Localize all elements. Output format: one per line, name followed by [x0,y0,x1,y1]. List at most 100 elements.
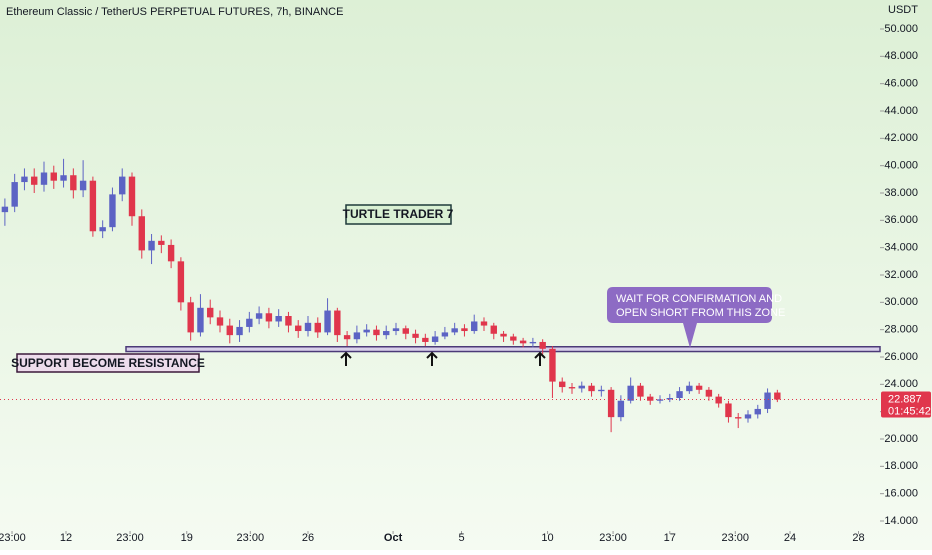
x-tick-label: 5 [458,532,464,544]
annotation-box [16,353,200,373]
candle-body [138,216,145,251]
y-tick-label: 24.000 [884,378,918,390]
x-tick-label: 28 [852,532,864,544]
candle-body [60,175,67,181]
x-tick-label: Oct [384,532,403,544]
arrows [340,351,546,366]
candle-body [295,325,302,332]
candle-body [99,227,106,232]
candle-body [216,317,224,326]
candle-body [431,336,439,342]
y-tick-label: 46.000 [884,78,918,90]
candle-body [40,172,48,185]
candle-body [246,318,253,327]
candle-body [500,333,507,337]
annotation: SUPPORT BECOME RESISTANCE [11,356,205,370]
candle-body [676,391,683,398]
candle-body [627,385,634,401]
candle-body [207,307,214,318]
candle-body [197,307,204,333]
x-tick-label: 23:00 [599,532,627,544]
x-tick-label: 26 [302,532,314,544]
candle-body [422,337,429,342]
candle-body [187,302,194,333]
callout [607,287,772,348]
countdown: 01:45:42 [888,405,931,417]
candle-body [363,329,370,333]
candle-body [578,385,585,389]
candle-body [519,340,527,344]
x-tick-label: 17 [664,532,676,544]
last-price-label: 22.887 [888,393,922,405]
arrow [534,351,546,366]
y-tick-label: 28.000 [884,324,918,336]
candle-body [79,180,87,191]
candle-body [314,322,321,333]
y-tick-label: 38.000 [884,187,918,199]
y-tick-label: 20.000 [884,433,918,445]
candle-body [392,328,400,332]
candle-body [441,332,449,337]
candle-body [304,322,312,332]
x-tick-label: 23:00 [722,532,750,544]
candle-body [774,392,781,400]
y-axis-label: USDT [888,4,918,16]
y-tick-label: 32.000 [884,269,918,281]
x-tick-label: 12 [60,532,72,544]
candle-body [725,403,732,418]
candle-body [559,381,566,388]
x-tick-label: 19 [181,532,193,544]
annotation-box [345,204,452,225]
x-tick-label: 10 [541,532,553,544]
candle-body [480,321,488,326]
candle-body [529,341,537,344]
candle-body [70,175,77,191]
candle-body [490,325,497,334]
arrow [340,351,352,366]
candle-body [11,182,18,207]
candle-body [324,310,331,333]
y-tick-label: 42.000 [884,132,918,144]
candle-body [461,328,468,332]
candle-body [686,385,693,392]
candle-body [255,313,263,319]
y-tick-label: 40.000 [884,160,918,172]
candle-body [471,321,478,332]
candle-body [607,389,615,418]
arrow [426,351,438,366]
candle-body [549,348,556,382]
candle-body [764,392,771,409]
candle-body [744,414,752,419]
candle-body [656,399,664,401]
candle-body [695,385,703,390]
candle-body [109,194,116,228]
candle-body [158,240,165,245]
x-tick-label: 24 [784,532,796,544]
candle-body [177,261,185,303]
candle-body [617,400,625,418]
support-zone [125,346,881,353]
candle-body [412,333,419,338]
y-tick-label: 14.000 [884,515,918,527]
candle-body [705,389,713,397]
y-tick-label: 26.000 [884,351,918,363]
candle-body [31,176,38,185]
candle-body [735,417,742,419]
candle-body [510,336,517,341]
y-tick-label: 44.000 [884,105,918,117]
y-tick-label: 30.000 [884,296,918,308]
y-tick-label: 34.000 [884,242,918,254]
annotation: TURTLE TRADER 7 [343,207,454,221]
candle-body [265,313,273,322]
candle-body [637,385,644,397]
y-tick-label: 18.000 [884,460,918,472]
candle-body [119,176,126,195]
annotation: OPEN SHORT FROM THIS ZONE [616,307,785,319]
candle-body [1,206,9,213]
candle-body [226,325,233,336]
candle-body [539,341,546,349]
candle-body [50,172,57,181]
candle-body [285,316,292,326]
